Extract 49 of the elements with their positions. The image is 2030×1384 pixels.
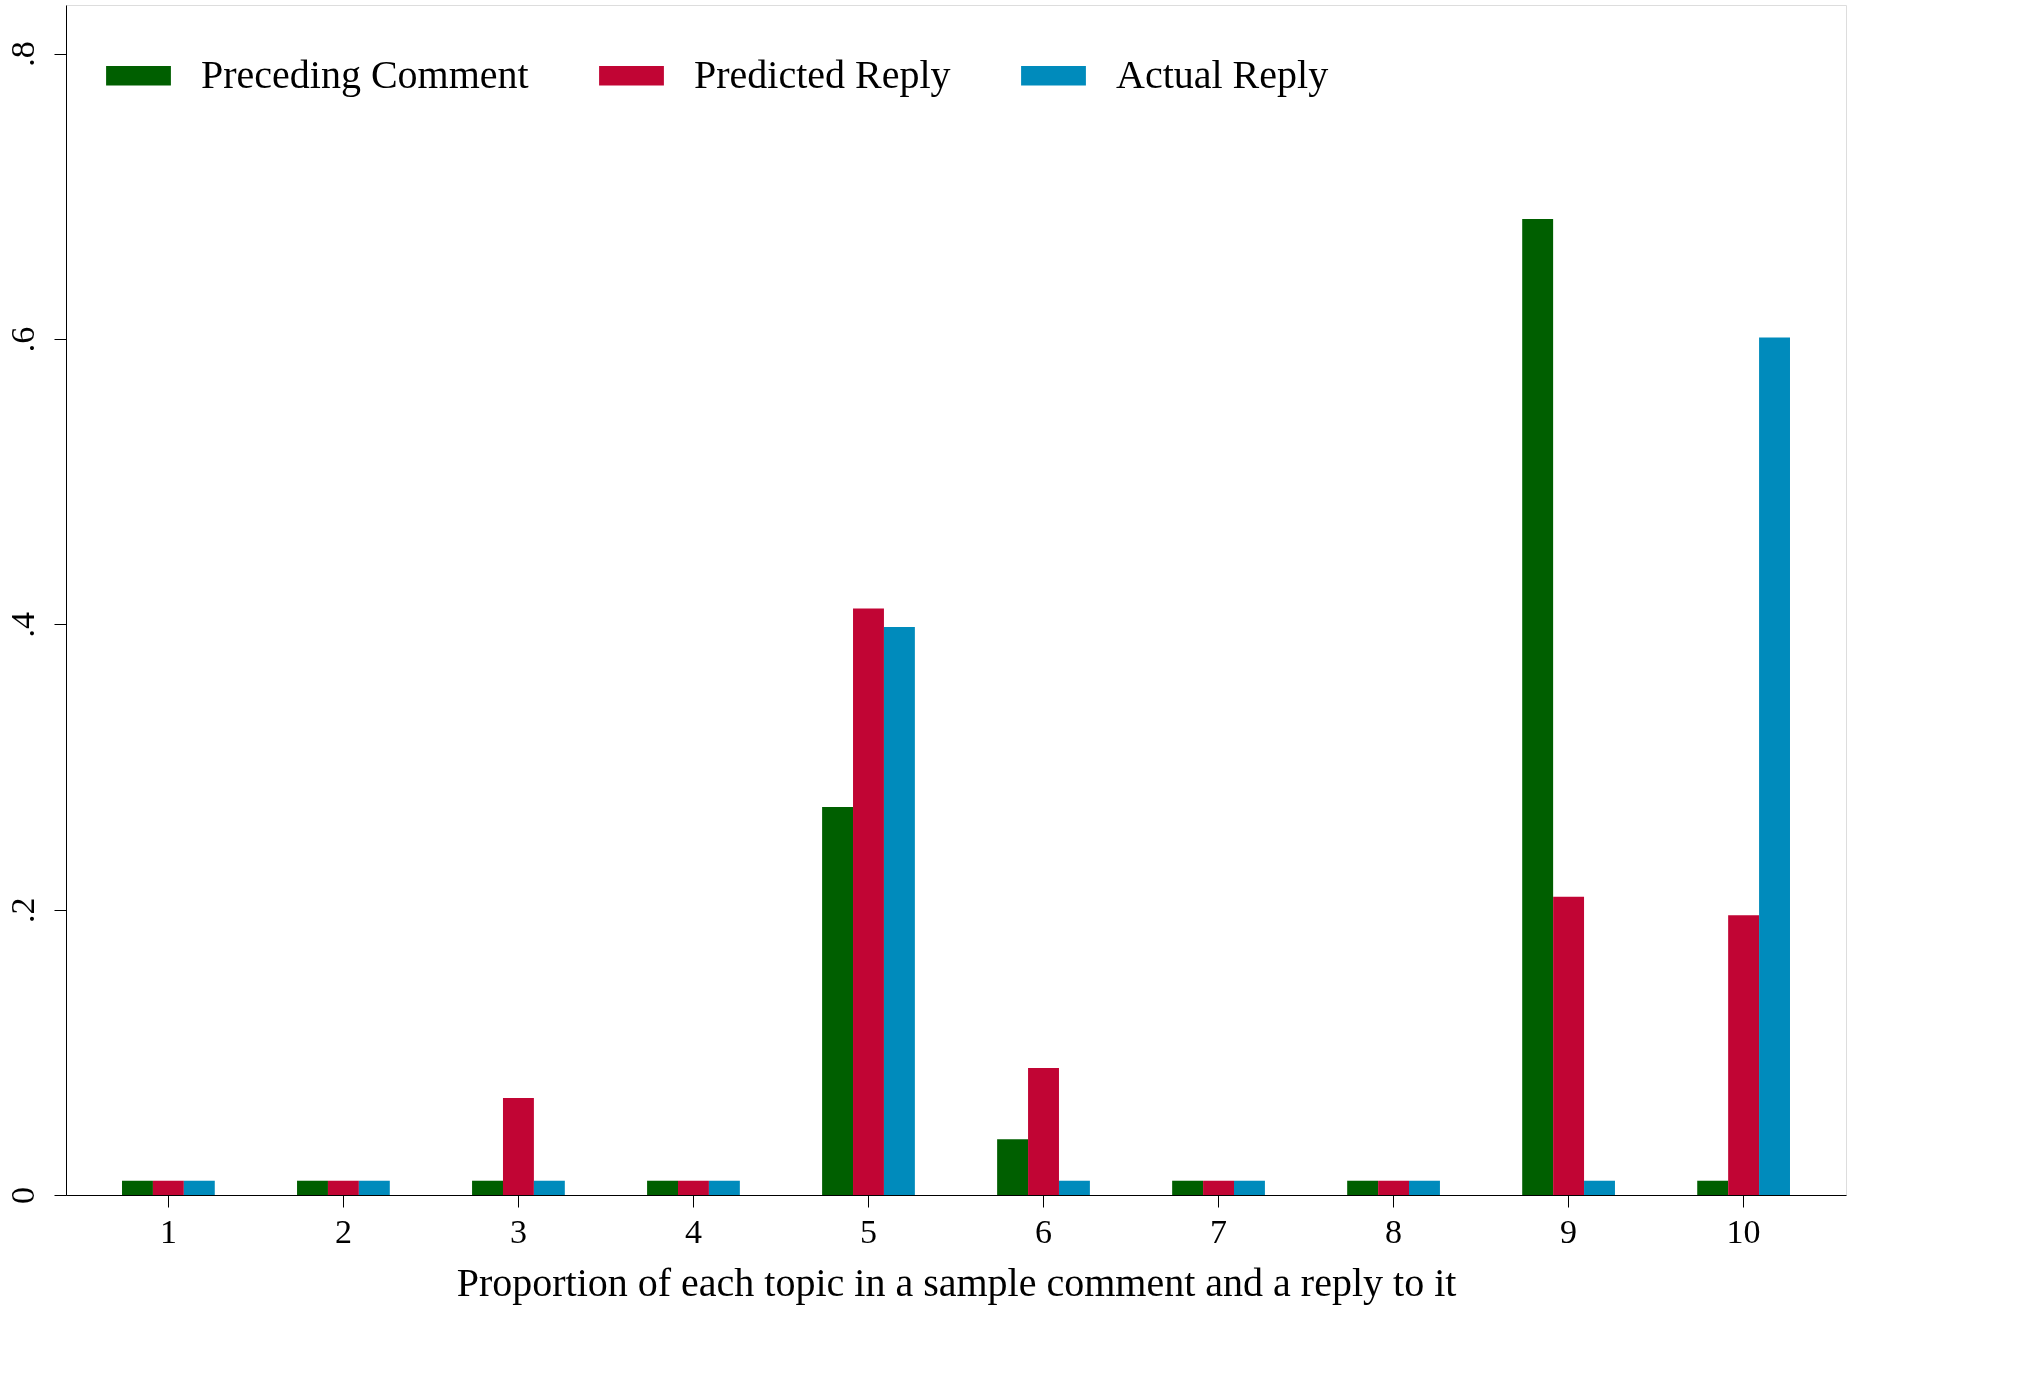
bar [297,1180,328,1195]
legend-label: Preceding Comment [201,51,529,97]
bar [152,1180,184,1195]
x-tick-label: 6 [1035,1212,1053,1250]
bar [1697,1180,1729,1195]
x-tick-label: 8 [1385,1212,1403,1250]
bar [678,1180,709,1195]
bar [1378,1180,1410,1195]
bar [533,1180,565,1195]
bar [883,627,915,1195]
bar [327,1180,359,1195]
bar [853,608,884,1195]
legend-label: Actual Reply [1116,51,1329,97]
bar [122,1180,153,1195]
x-axis-title: Proportion of each topic in a sample comment and a reply to it [456,1259,1457,1305]
x-tick-label: 9 [1560,1212,1578,1250]
x-tick-label: 1 [159,1212,177,1250]
bar [1522,219,1554,1195]
y-tick-label: .2 [3,897,41,923]
x-tick-label: 7 [1210,1212,1228,1250]
bar [647,1180,678,1195]
bar [1028,1068,1059,1195]
bar [1759,337,1790,1195]
x-tick-label: 4 [684,1212,702,1250]
x-tick-label: 2 [334,1212,352,1250]
x-tick-label: 5 [859,1212,877,1250]
bar [822,806,854,1195]
bar [1203,1180,1234,1195]
bar [1409,1180,1440,1195]
y-tick-label: .6 [3,326,41,353]
bar [1058,1180,1090,1195]
y-tick-label: .4 [3,612,41,638]
bar [183,1180,215,1195]
bar [1234,1180,1265,1195]
bar [1553,896,1585,1195]
legend-label: Predicted Reply [694,51,951,97]
bar [472,1180,503,1195]
bar [502,1097,534,1195]
y-tick-label: 0 [3,1187,41,1204]
bar [997,1139,1029,1195]
bar [708,1180,740,1195]
y-tick-label: .8 [3,41,41,67]
x-tick-label: 10 [1726,1212,1761,1250]
bar [1347,1180,1379,1195]
bar [1172,1180,1204,1195]
bar [1728,915,1760,1195]
bar [358,1180,390,1195]
bar [1584,1180,1615,1195]
x-tick-label: 3 [509,1212,527,1250]
